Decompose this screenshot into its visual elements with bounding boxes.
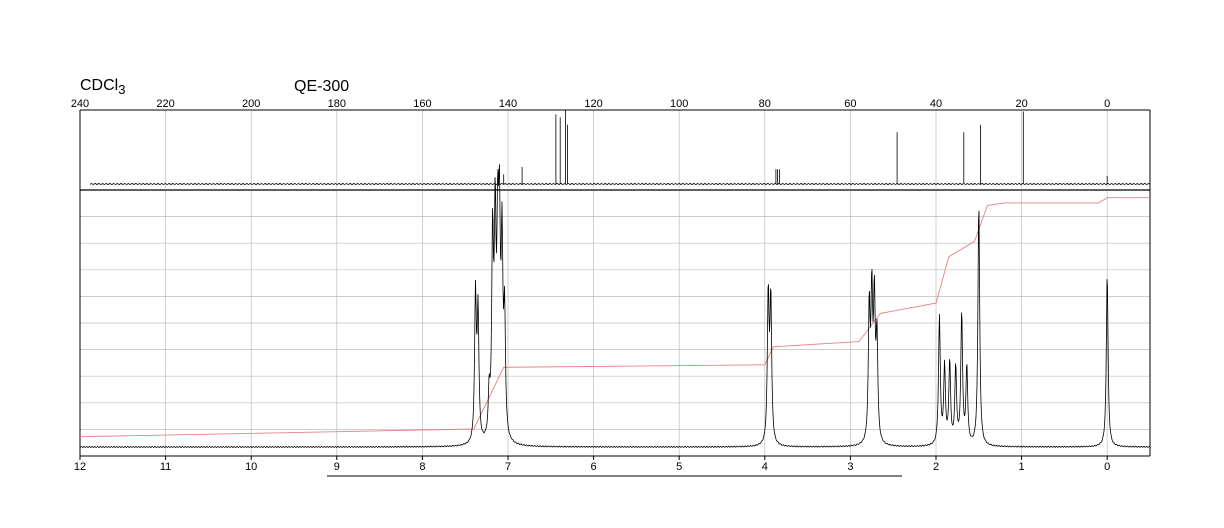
instrument-label: QE-300 (294, 78, 350, 95)
c13-spectrum-trace (89, 110, 1151, 186)
h1-tick-labels: 12 11 10 9 8 7 6 5 4 3 2 1 0 (74, 456, 1110, 473)
c13-tick-labels: 240 220 200 180 160 140 120 100 80 60 40 20 0 (71, 98, 1110, 110)
h1-tick-label: 5 (676, 461, 682, 473)
h1-tick-label: 11 (160, 461, 171, 473)
h1-tick-label: 9 (334, 461, 340, 473)
h1-tick-label: 7 (505, 461, 511, 473)
c13-tick-label: 80 (759, 98, 771, 110)
c13-tick-label: 200 (242, 98, 260, 110)
c13-tick-label: 120 (584, 98, 602, 110)
h1-integral-curve (79, 197, 1150, 438)
h1-tick-label: 3 (847, 461, 853, 473)
c13-tick-label: 100 (670, 98, 688, 110)
h1-tick-label: 10 (245, 461, 257, 473)
c13-tick-label: 140 (499, 98, 517, 110)
c13-gridlines (79, 110, 1108, 188)
h1-frame (79, 189, 1151, 457)
c13-tick-label: 20 (1015, 98, 1027, 110)
solvent-label: CDCl3 (80, 77, 126, 97)
h1-tick-label: 12 (74, 461, 86, 473)
c13-tick-label: 60 (844, 98, 856, 110)
h1-tick-label: 6 (591, 461, 597, 473)
c13-tick-label: 160 (413, 98, 431, 110)
c13-tick-label: 220 (156, 98, 174, 110)
c13-tick-label: 180 (328, 98, 346, 110)
h1-tick-label: 4 (762, 461, 768, 473)
h1-tick-label: 0 (1104, 461, 1110, 473)
h1-tick-label: 2 (933, 461, 939, 473)
c13-tick-label: 0 (1104, 98, 1110, 110)
h1-tick-label: 1 (1019, 461, 1025, 473)
c13-tick-label: 40 (930, 98, 942, 110)
c13-frame (79, 109, 1151, 190)
h1-spectrum-trace (79, 164, 1151, 448)
h1-tick-label: 8 (419, 461, 425, 473)
h1-gridlines (79, 190, 1150, 456)
c13-tick-label: 240 (71, 98, 89, 110)
